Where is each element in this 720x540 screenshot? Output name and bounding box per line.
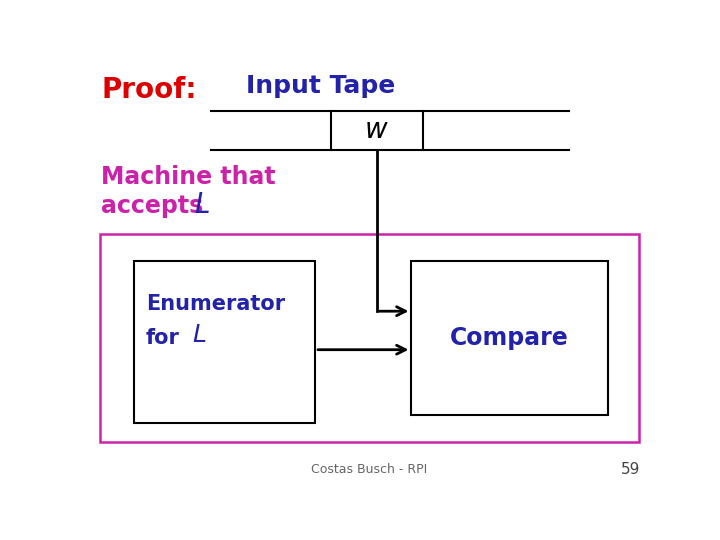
Text: for: for [145,328,179,348]
Text: $\mathit{L}$: $\mathit{L}$ [194,192,210,219]
Text: accepts: accepts [101,194,203,218]
Bar [411,261,608,415]
Text: 59: 59 [621,462,641,477]
Text: Machine that: Machine that [101,165,276,189]
Bar [99,234,639,442]
Text: $\mathit{w}$: $\mathit{w}$ [364,117,389,144]
Text: Enumerator: Enumerator [145,294,285,314]
Text: $\mathit{L}$: $\mathit{L}$ [192,325,207,347]
Text: Costas Busch - RPI: Costas Busch - RPI [311,463,427,476]
Bar [134,261,315,423]
Text: Input Tape: Input Tape [246,74,395,98]
Text: Compare: Compare [450,326,569,350]
Text: Proof:: Proof: [101,76,197,104]
